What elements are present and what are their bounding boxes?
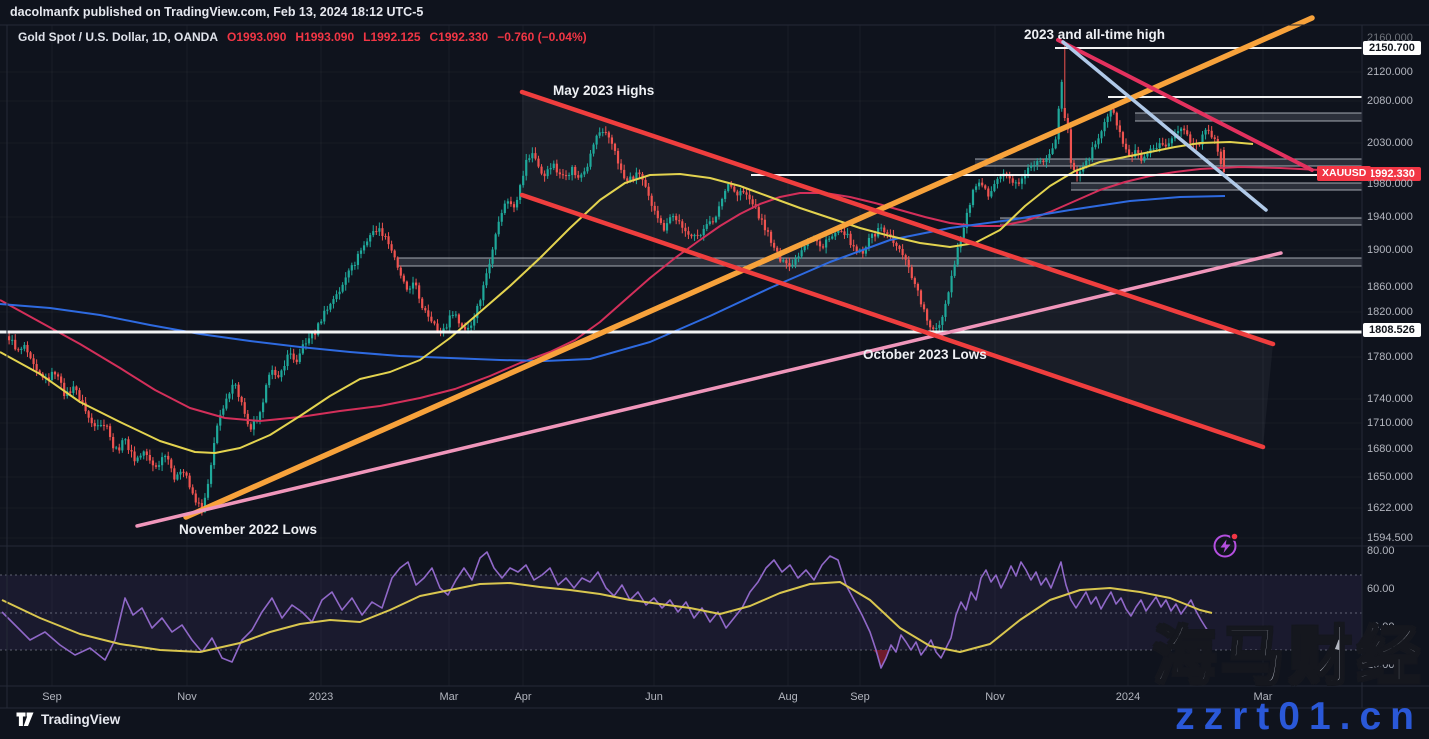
time-axis-label[interactable]: Nov — [177, 691, 197, 703]
published-byline: dacolmanfx published on TradingView.com,… — [10, 5, 424, 19]
watermark-site-url: zzrt01.cn — [1175, 695, 1423, 738]
chart-annotation[interactable]: May 2023 Highs — [553, 83, 655, 98]
time-axis-label[interactable]: Jun — [645, 691, 663, 703]
price-axis-label: 2150.700 — [1363, 41, 1421, 55]
time-axis-label[interactable]: Apr — [514, 691, 532, 703]
resistance-zone-band[interactable] — [1071, 183, 1362, 190]
chart-annotation[interactable]: October 2023 Lows — [863, 347, 987, 362]
price-axis-label: 1940.000 — [1367, 211, 1413, 223]
time-axis-label[interactable]: Mar — [439, 691, 459, 703]
tradingview-logo-text: TradingView — [41, 712, 121, 727]
price-axis-label: 1980.000 — [1367, 178, 1413, 190]
time-axis-label[interactable]: Sep — [850, 691, 870, 703]
price-axis-label: 1808.526 — [1363, 323, 1421, 337]
ohlc-open: O1993.090 — [227, 30, 287, 44]
price-axis-label: 1594.500 — [1367, 532, 1413, 544]
ohlc-high: H1993.090 — [295, 30, 355, 44]
price-axis-label: 1900.000 — [1367, 244, 1413, 256]
rsi-line — [1, 551, 1211, 669]
price-axis-label: 1740.000 — [1367, 393, 1413, 405]
crimson-resistance-trendline[interactable] — [1056, 38, 1314, 172]
time-axis-label[interactable]: Nov — [985, 691, 1005, 703]
time-axis-label[interactable]: 2024 — [1115, 691, 1141, 703]
time-axis-label[interactable]: Aug — [778, 691, 798, 703]
descending-channel-fill — [522, 92, 1273, 447]
time-axis-label[interactable]: Sep — [42, 691, 62, 703]
ohlc-change: −0.760 (−0.04%) — [497, 30, 587, 44]
tradingview-logo[interactable]: TradingView — [16, 712, 120, 727]
resistance-zone-band[interactable] — [398, 258, 1362, 266]
price-axis-label: 2030.000 — [1367, 137, 1413, 149]
ohlc-low: L1992.125 — [363, 30, 421, 44]
resistance-zone-band[interactable] — [1135, 113, 1362, 121]
watermark-site-name: 海马财经 — [1152, 622, 1425, 692]
price-axis-label: 1820.000 — [1367, 306, 1413, 318]
price-axis-label: 1622.000 — [1367, 502, 1413, 514]
resistance-zone-band[interactable] — [1000, 218, 1362, 225]
price-axis-label: 2120.000 — [1367, 66, 1413, 78]
rsi-axis-label: 20.00 — [1367, 659, 1395, 671]
ma-yellow-line — [0, 141, 1254, 454]
time-axis-label[interactable]: 2023 — [308, 691, 334, 703]
price-axis-label: 1780.000 — [1367, 351, 1413, 363]
rsi-ma-line — [1, 581, 1213, 653]
price-axis-label: 1650.000 — [1367, 471, 1413, 483]
lightblue-resistance-trendline[interactable] — [1061, 40, 1268, 212]
chart-annotation[interactable]: 2023 and all-time high — [1024, 27, 1166, 42]
price-axis-label: 1680.000 — [1367, 443, 1413, 455]
rsi-axis-label: 60.00 — [1367, 583, 1395, 595]
symbol-price-badge: XAUUSD — [1317, 166, 1372, 181]
flash-idea-icon[interactable] — [1209, 529, 1243, 566]
chart-annotation[interactable]: November 2022 Lows — [179, 522, 318, 537]
candlestick-series — [8, 44, 1226, 516]
price-axis-label: 2080.000 — [1367, 95, 1413, 107]
pink-support-trendline[interactable] — [135, 251, 1283, 528]
symbol-title: Gold Spot / U.S. Dollar, 1D, OANDA — [18, 30, 219, 44]
ma-crimson-line — [0, 166, 1321, 422]
channel-lower-trendline[interactable] — [519, 192, 1266, 450]
ohlc-close: C1992.330 — [429, 30, 489, 44]
price-axis-label: 1860.000 — [1367, 281, 1413, 293]
time-axis-label[interactable]: Mar — [1253, 691, 1273, 703]
symbol-legend: Gold Spot / U.S. Dollar, 1D, OANDA O1993… — [18, 30, 587, 44]
rsi-axis-label: 80.00 — [1367, 545, 1395, 557]
price-axis-label: 1710.000 — [1367, 417, 1413, 429]
channel-upper-trendline[interactable] — [519, 89, 1276, 347]
resistance-zone-band[interactable] — [975, 159, 1362, 166]
price-axis-label: 1992.330 — [1363, 167, 1421, 181]
tradingview-logo-icon — [16, 712, 34, 726]
rsi-axis-label: 40.00 — [1367, 621, 1395, 633]
orange-support-trendline[interactable] — [183, 15, 1315, 520]
